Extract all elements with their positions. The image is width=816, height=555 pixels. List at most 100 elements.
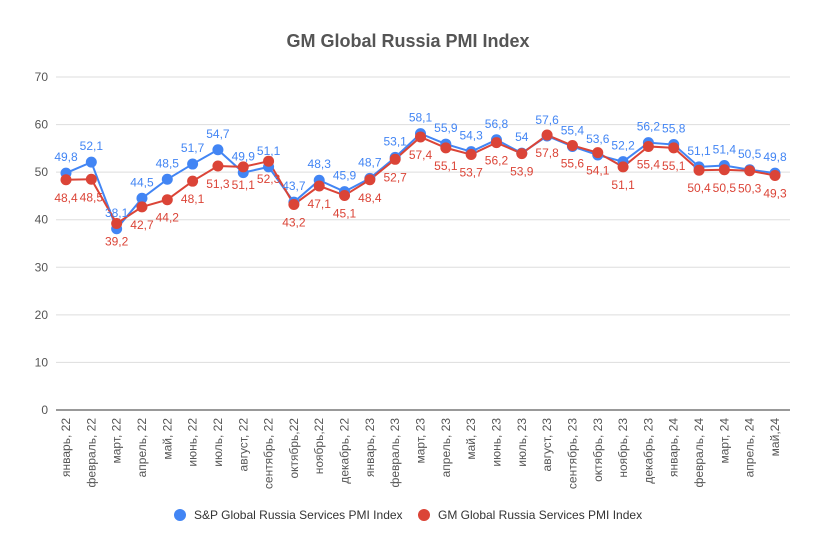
data-label: 48,4 bbox=[54, 191, 78, 205]
data-label: 52,2 bbox=[611, 139, 635, 153]
x-tick-label: февраль, 23 bbox=[388, 418, 402, 488]
x-tick-label: июнь, 22 bbox=[186, 418, 200, 467]
data-label: 48,5 bbox=[156, 156, 180, 170]
data-label: 49,3 bbox=[763, 186, 787, 200]
x-tick-label: январь, 23 bbox=[363, 418, 377, 477]
data-point bbox=[415, 131, 426, 143]
data-point bbox=[60, 174, 72, 186]
data-label: 53,1 bbox=[383, 134, 407, 148]
data-label: 44,2 bbox=[156, 211, 180, 225]
data-label: 49,8 bbox=[763, 150, 787, 164]
data-point bbox=[237, 161, 249, 173]
data-label: 51,1 bbox=[687, 144, 711, 158]
data-label: 51,7 bbox=[181, 141, 205, 155]
data-label: 56,8 bbox=[485, 117, 509, 131]
data-point bbox=[718, 164, 730, 176]
x-tick-label: январь, 24 bbox=[667, 418, 681, 477]
data-label: 50,3 bbox=[738, 182, 762, 196]
data-label: 52,1 bbox=[80, 139, 104, 153]
x-tick-label: март, 24 bbox=[717, 418, 731, 464]
y-tick-label: 0 bbox=[41, 403, 48, 417]
data-label: 58,1 bbox=[409, 111, 433, 125]
data-label: 54 bbox=[515, 130, 529, 144]
data-point bbox=[187, 158, 199, 170]
data-label: 50,5 bbox=[713, 181, 737, 195]
x-tick-label: август, 22 bbox=[236, 418, 250, 472]
data-point bbox=[263, 155, 275, 167]
data-point bbox=[136, 192, 148, 204]
x-tick-label: апрель, 22 bbox=[135, 418, 149, 478]
data-point bbox=[465, 149, 477, 161]
x-tick-label: март, 23 bbox=[414, 418, 428, 464]
data-label: 39,2 bbox=[105, 235, 129, 249]
x-tick-label: май, 22 bbox=[160, 418, 174, 460]
data-label: 45,1 bbox=[333, 206, 357, 220]
x-tick-label: ноябрь,22 bbox=[312, 418, 326, 475]
data-label: 42,7 bbox=[130, 218, 154, 232]
data-label: 57,4 bbox=[409, 148, 433, 162]
data-point bbox=[668, 142, 680, 154]
y-tick-label: 50 bbox=[35, 165, 49, 179]
x-tick-label: декабрь, 22 bbox=[338, 418, 352, 484]
data-label: 55,1 bbox=[662, 159, 686, 173]
x-tick-label: февраль, 22 bbox=[84, 418, 98, 488]
data-label: 55,4 bbox=[561, 123, 585, 137]
data-label: 48,4 bbox=[358, 191, 382, 205]
data-point bbox=[541, 129, 553, 141]
x-tick-label: март, 22 bbox=[110, 418, 124, 464]
data-label: 57,8 bbox=[535, 146, 559, 160]
data-point bbox=[744, 165, 756, 177]
data-label: 50,4 bbox=[687, 181, 711, 195]
chart-title: GM Global Russia PMI Index bbox=[286, 31, 529, 51]
data-label: 52,3 bbox=[257, 172, 281, 186]
data-point bbox=[161, 173, 173, 185]
data-label: 54,1 bbox=[586, 164, 610, 178]
x-tick-label: май,24 bbox=[768, 418, 782, 457]
x-tick-label: сентябрь, 23 bbox=[565, 418, 579, 489]
data-point bbox=[187, 175, 199, 187]
data-label: 51,4 bbox=[713, 142, 737, 156]
x-tick-label: декабрь, 23 bbox=[641, 418, 655, 484]
data-point bbox=[769, 169, 781, 181]
data-label: 51,1 bbox=[257, 144, 281, 158]
data-label: 51,1 bbox=[232, 178, 256, 192]
data-label: 55,6 bbox=[561, 157, 585, 171]
x-tick-label: апрель, 23 bbox=[439, 418, 453, 478]
data-point bbox=[85, 173, 97, 185]
x-tick-label: январь, 22 bbox=[59, 418, 73, 477]
x-tick-label: февраль, 24 bbox=[692, 418, 706, 488]
legend-label: S&P Global Russia Services PMI Index bbox=[194, 508, 403, 522]
data-point bbox=[161, 194, 173, 206]
data-label: 48,1 bbox=[181, 192, 205, 206]
legend-marker bbox=[174, 509, 186, 521]
data-point bbox=[642, 140, 654, 152]
data-label: 45,9 bbox=[333, 169, 357, 183]
x-tick-label: ноябрь, 23 bbox=[616, 418, 630, 478]
data-point bbox=[212, 144, 224, 156]
data-label: 51,1 bbox=[611, 178, 635, 192]
y-tick-label: 70 bbox=[35, 70, 49, 84]
y-tick-label: 20 bbox=[35, 308, 49, 322]
data-label: 49,8 bbox=[54, 150, 78, 164]
data-label: 43,2 bbox=[282, 215, 306, 229]
y-tick-label: 10 bbox=[35, 355, 49, 369]
data-point bbox=[566, 140, 578, 152]
data-point bbox=[85, 156, 97, 168]
data-label: 38,1 bbox=[105, 206, 129, 220]
data-label: 48,5 bbox=[80, 190, 104, 204]
data-point bbox=[516, 148, 528, 160]
data-label: 54,7 bbox=[206, 127, 230, 141]
data-label: 43,7 bbox=[282, 179, 306, 193]
data-label: 48,7 bbox=[358, 155, 382, 169]
x-tick-label: октябрь,22 bbox=[287, 418, 301, 479]
data-point bbox=[313, 180, 325, 192]
x-tick-label: июнь, 23 bbox=[489, 418, 503, 467]
x-tick-label: июль, 23 bbox=[515, 418, 529, 467]
y-tick-label: 60 bbox=[35, 118, 49, 132]
x-tick-label: сентябрь, 22 bbox=[262, 418, 276, 489]
data-point bbox=[389, 153, 401, 165]
data-label: 57,6 bbox=[535, 113, 559, 127]
legend-label: GM Global Russia Services PMI Index bbox=[438, 508, 642, 522]
x-tick-label: август, 23 bbox=[540, 418, 554, 472]
